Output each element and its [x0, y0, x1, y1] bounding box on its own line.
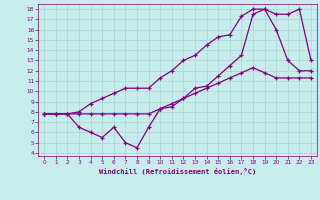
- X-axis label: Windchill (Refroidissement éolien,°C): Windchill (Refroidissement éolien,°C): [99, 168, 256, 175]
